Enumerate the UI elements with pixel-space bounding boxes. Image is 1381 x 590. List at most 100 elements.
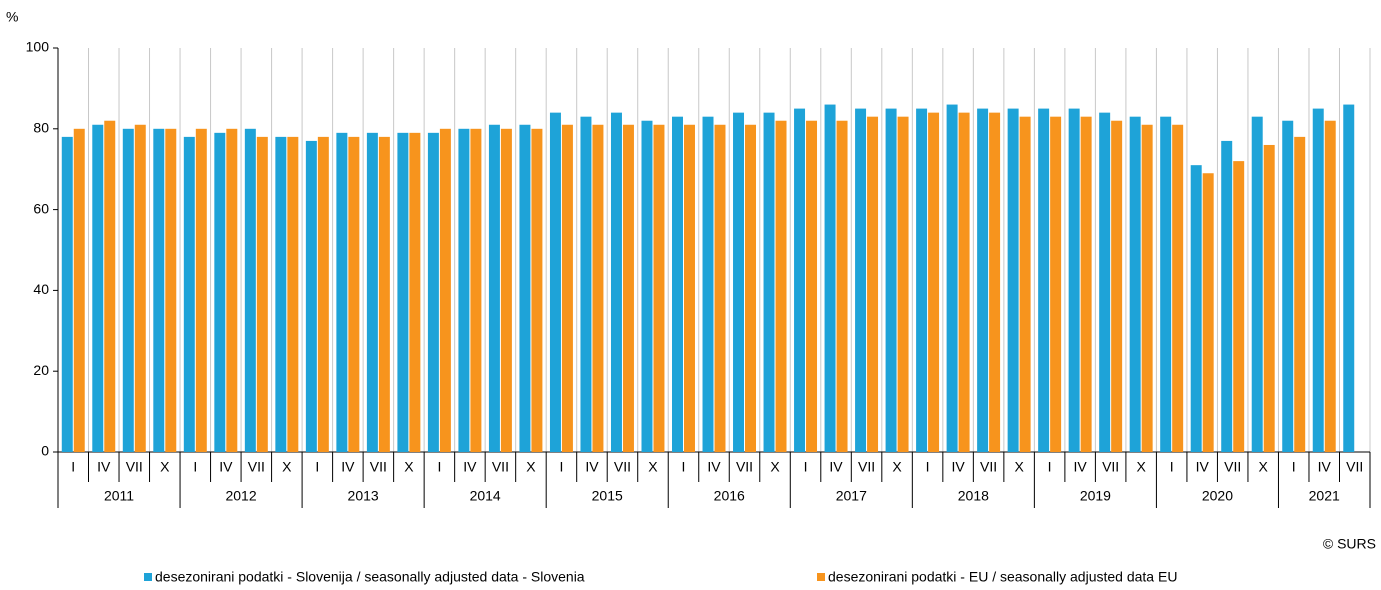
bar xyxy=(824,104,836,452)
x-tick-label: IV xyxy=(829,459,843,475)
bar xyxy=(1099,112,1111,452)
x-tick-label: VII xyxy=(614,459,631,475)
bar xyxy=(1050,116,1062,453)
bar xyxy=(580,116,592,453)
bar xyxy=(378,136,390,452)
x-tick-label: VII xyxy=(980,459,997,475)
bar xyxy=(500,128,512,453)
year-label: 2012 xyxy=(225,488,256,504)
bar xyxy=(561,124,573,452)
x-tick-label: IV xyxy=(463,459,477,475)
bar xyxy=(794,108,806,452)
bar xyxy=(683,124,695,452)
bar xyxy=(549,112,561,452)
bar xyxy=(763,112,775,452)
x-tick-label: I xyxy=(1292,459,1296,475)
x-tick-label: I xyxy=(437,459,441,475)
y-axis-label: % xyxy=(6,9,18,25)
bar xyxy=(1202,173,1214,453)
bar xyxy=(946,104,958,452)
x-tick-label: VII xyxy=(858,459,875,475)
bar xyxy=(1190,165,1202,452)
bar xyxy=(641,120,653,452)
y-tick-label: 20 xyxy=(33,362,49,378)
x-tick-label: I xyxy=(682,459,686,475)
bar xyxy=(1080,116,1092,453)
x-tick-label: X xyxy=(1136,459,1146,475)
bar xyxy=(1141,124,1153,452)
x-tick-label: X xyxy=(648,459,658,475)
bar xyxy=(305,140,317,453)
x-tick-label: IV xyxy=(585,459,599,475)
bar xyxy=(1233,161,1245,452)
legend-label: desezonirani podatki - EU / seasonally a… xyxy=(828,569,1177,585)
bar xyxy=(134,124,146,452)
x-tick-label: I xyxy=(804,459,808,475)
x-tick-label: VII xyxy=(1346,459,1363,475)
year-label: 2013 xyxy=(348,488,379,504)
bar xyxy=(488,124,500,452)
x-tick-label: I xyxy=(559,459,563,475)
x-tick-label: X xyxy=(282,459,292,475)
x-tick-label: IV xyxy=(341,459,355,475)
y-tick-label: 0 xyxy=(41,443,49,459)
bar xyxy=(672,116,683,453)
bar xyxy=(775,120,787,452)
year-label: 2011 xyxy=(104,488,134,504)
bar xyxy=(1282,120,1294,452)
bar xyxy=(165,128,177,453)
x-tick-label: X xyxy=(404,459,414,475)
bar xyxy=(1251,116,1263,453)
legend-label: desezonirani podatki - Slovenija / seaso… xyxy=(155,569,585,585)
bar xyxy=(592,124,604,452)
bar xyxy=(244,128,256,453)
credit: © SURS xyxy=(1323,536,1376,552)
year-label: 2016 xyxy=(714,488,745,504)
bar xyxy=(1068,108,1080,452)
bar xyxy=(1111,120,1123,452)
bar xyxy=(153,128,165,453)
bar xyxy=(855,108,867,452)
bar xyxy=(733,112,745,452)
bar xyxy=(348,136,360,452)
bar xyxy=(836,120,848,452)
x-tick-label: VII xyxy=(1224,459,1241,475)
bar xyxy=(977,108,989,452)
y-tick-label: 80 xyxy=(33,120,49,136)
bar xyxy=(458,128,470,453)
year-label: 2014 xyxy=(470,488,501,504)
x-tick-label: IV xyxy=(219,459,233,475)
bar xyxy=(622,124,634,452)
bar xyxy=(61,136,73,452)
x-tick-label: VII xyxy=(370,459,387,475)
bar xyxy=(897,116,909,453)
x-tick-label: I xyxy=(193,459,197,475)
x-tick-label: IV xyxy=(1196,459,1210,475)
bar xyxy=(1221,140,1233,453)
year-label: 2021 xyxy=(1309,488,1340,504)
x-tick-label: IV xyxy=(1074,459,1088,475)
y-tick-label: 40 xyxy=(33,281,49,297)
bar xyxy=(287,136,299,452)
bar xyxy=(439,128,451,453)
bar xyxy=(1294,136,1306,452)
bar xyxy=(397,132,409,452)
bar xyxy=(183,136,195,452)
bar xyxy=(958,112,970,452)
bar xyxy=(409,132,421,452)
bar xyxy=(519,124,531,452)
x-tick-label: I xyxy=(1048,459,1052,475)
x-tick-label: X xyxy=(770,459,780,475)
year-label: 2020 xyxy=(1202,488,1233,504)
bar xyxy=(885,108,897,452)
x-tick-label: VII xyxy=(126,459,143,475)
year-label: 2019 xyxy=(1080,488,1111,504)
bar xyxy=(1343,104,1355,452)
bar xyxy=(653,124,665,452)
legend-swatch xyxy=(817,573,825,581)
x-tick-label: X xyxy=(526,459,536,475)
bar xyxy=(806,120,818,452)
y-tick-label: 100 xyxy=(26,39,50,55)
bar xyxy=(427,132,439,452)
